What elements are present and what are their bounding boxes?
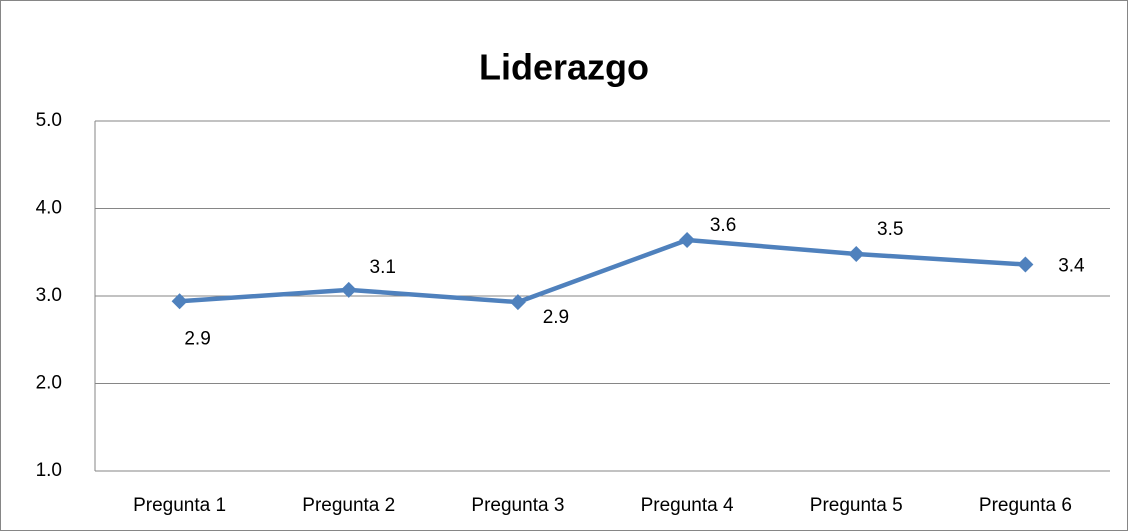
y-tick-label: 2.0 — [36, 373, 62, 394]
line — [179, 237, 1026, 305]
y-tick-label: 4.0 — [36, 198, 62, 219]
x-tick-label: Pregunta 4 — [641, 495, 734, 516]
marker — [340, 281, 357, 298]
x-tick-label: Pregunta 5 — [810, 495, 903, 516]
data-label: 3.5 — [877, 219, 903, 240]
marker — [509, 294, 526, 311]
marker — [679, 232, 696, 248]
marker — [1017, 256, 1034, 273]
chart-title: Liderazgo — [479, 47, 649, 88]
data-label: 3.6 — [710, 215, 736, 236]
marker — [171, 293, 188, 310]
x-tick-label: Pregunta 6 — [979, 495, 1072, 516]
data-label: 2.9 — [543, 307, 569, 328]
y-tick-label: 1.0 — [36, 460, 62, 481]
data-label: 2.9 — [184, 328, 210, 349]
y-tick-label: 3.0 — [36, 285, 62, 306]
y-tick-label: 5.0 — [36, 110, 62, 131]
x-tick-label: Pregunta 3 — [471, 495, 564, 516]
x-tick-label: Pregunta 1 — [133, 495, 226, 516]
x-tick-label: Pregunta 2 — [302, 495, 395, 516]
data-label: 3.1 — [370, 257, 396, 278]
data-label: 3.4 — [1058, 256, 1085, 277]
marker — [848, 246, 865, 262]
